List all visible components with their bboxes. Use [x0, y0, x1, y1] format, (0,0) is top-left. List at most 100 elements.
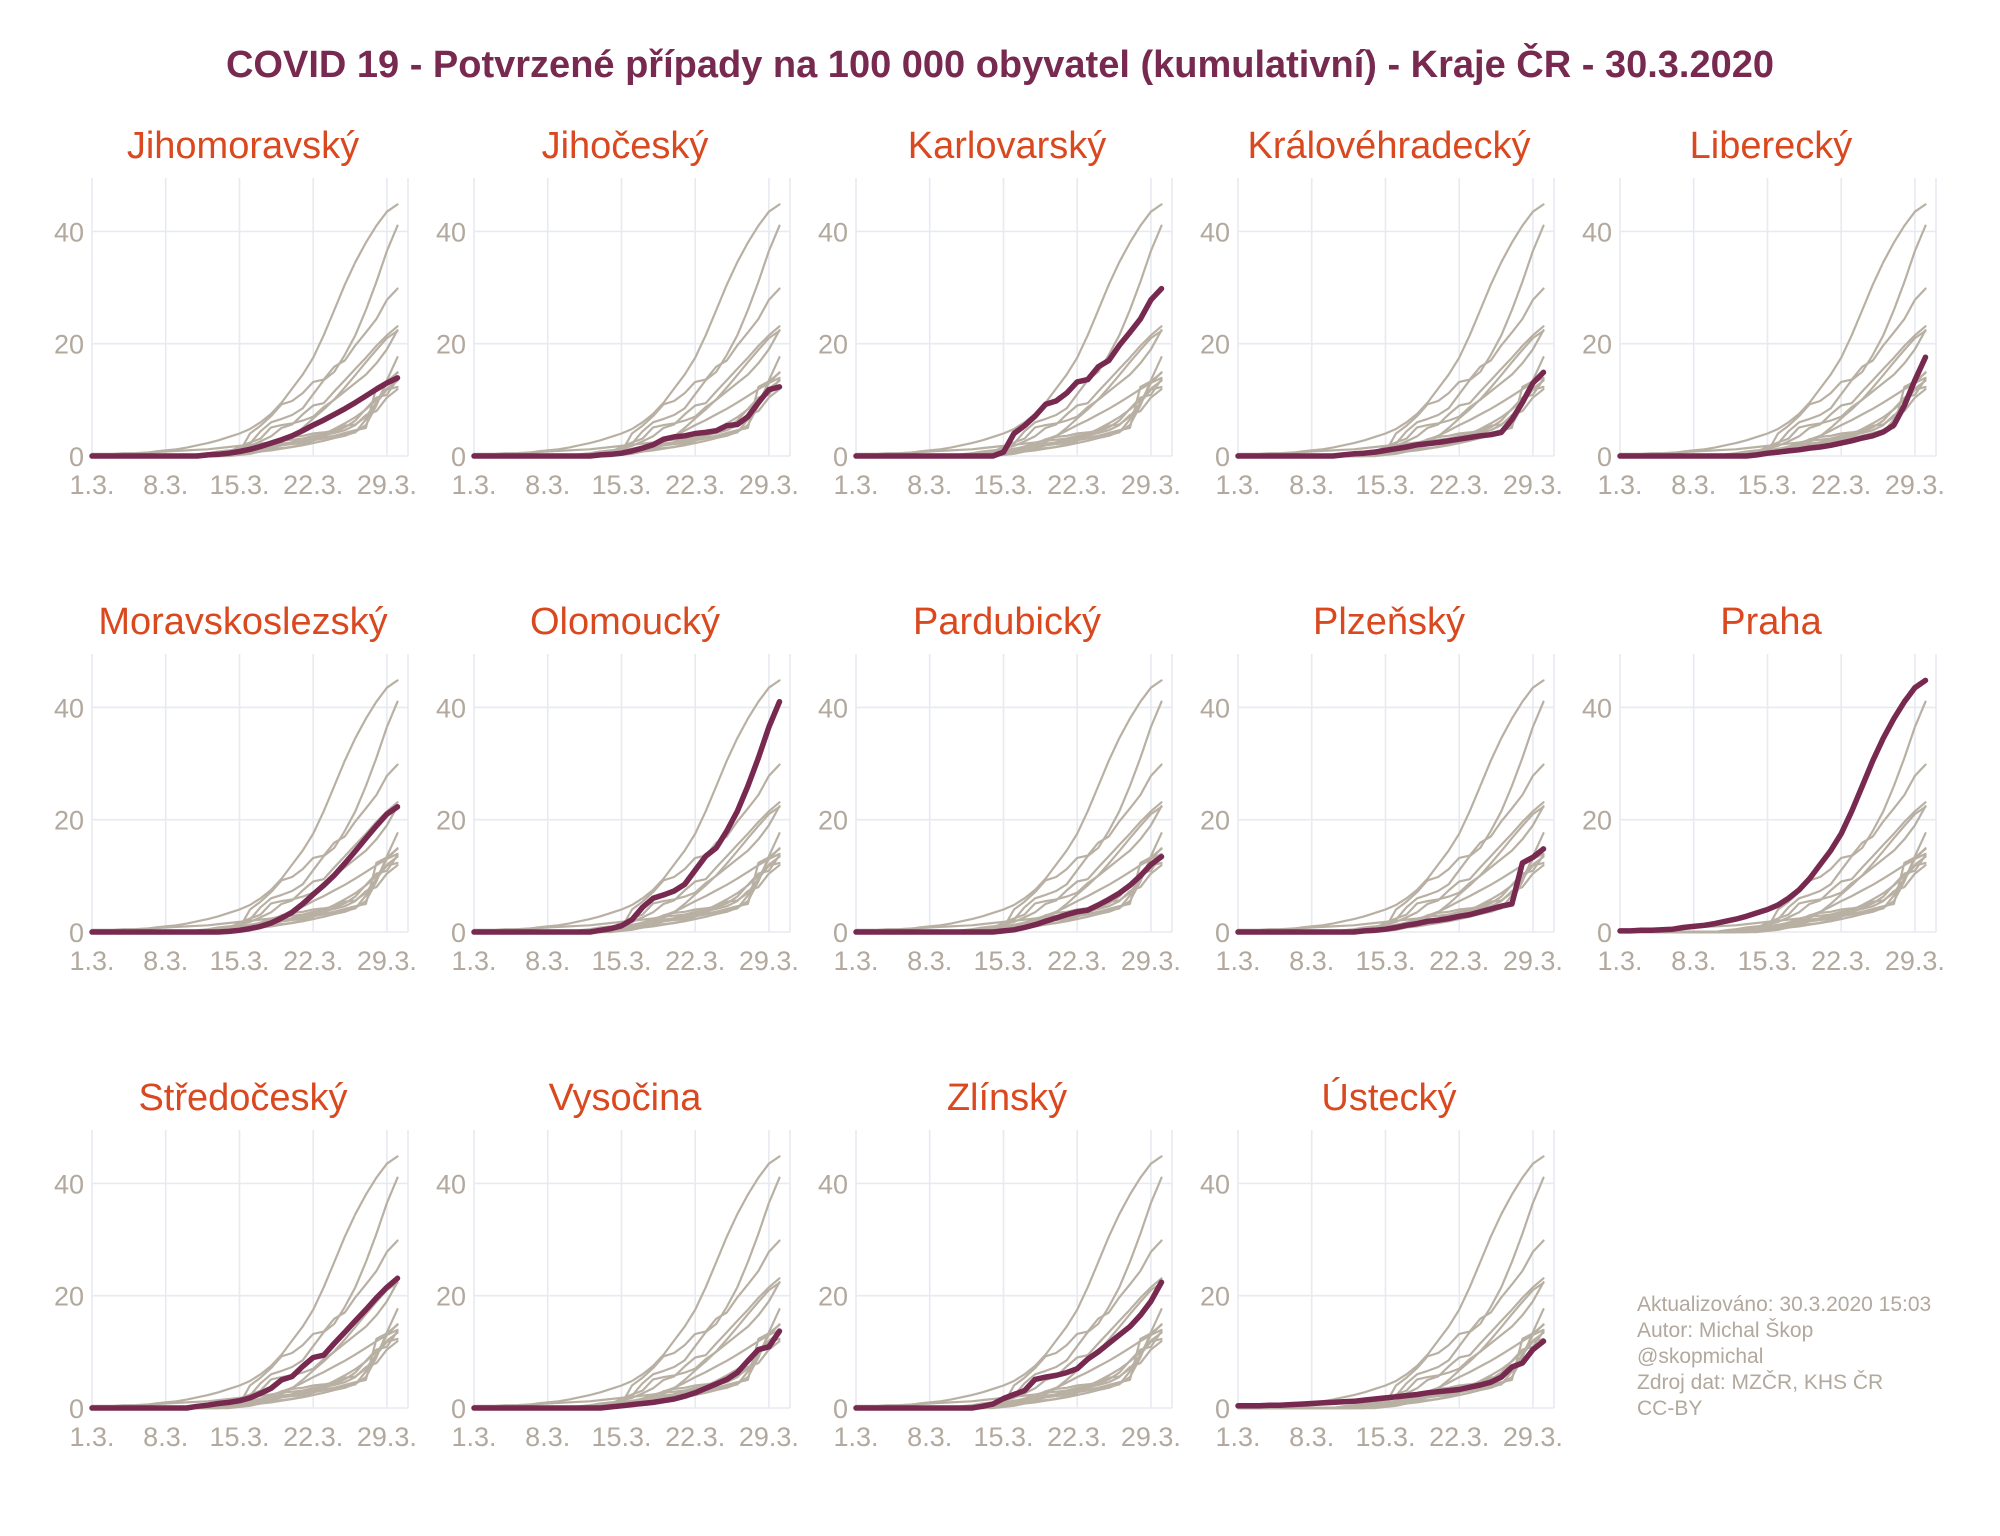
- subplot-title-vysocina: Vysočina: [548, 1077, 702, 1119]
- x-tick-label-1.3.: 1.3.: [451, 946, 496, 976]
- series-line-olomoucky: [90, 224, 399, 458]
- y-tick-label-40: 40: [1582, 693, 1612, 723]
- y-tick-label-40: 40: [1582, 217, 1612, 247]
- x-tick-label-15.3.: 15.3.: [209, 1422, 269, 1452]
- y-tick-label-20: 20: [818, 806, 848, 836]
- footer-author-line: Autor: Michal Škop: [1637, 1319, 1814, 1342]
- subplot-title-karlovarsky: Karlovarský: [907, 125, 1107, 167]
- y-tick-label-0: 0: [1215, 918, 1230, 948]
- y-tick-label-0: 0: [451, 918, 466, 948]
- series-line-ustecky: [90, 388, 399, 455]
- x-tick-label-1.3.: 1.3.: [451, 470, 496, 500]
- x-tick-label-22.3.: 22.3.: [1811, 470, 1871, 500]
- series-line-olomoucky: [854, 1176, 1163, 1410]
- series-line-stredocesky: [1618, 801, 1927, 934]
- y-tick-label-0: 0: [833, 918, 848, 948]
- x-tick-label-22.3.: 22.3.: [283, 946, 343, 976]
- x-tick-label-8.3.: 8.3.: [907, 946, 952, 976]
- series-line-praha: [90, 203, 399, 456]
- subplot-pardubicky: Pardubický 1.3. 8.3. 15.3. 22.3. 29.3. 0 20 40: [816, 584, 1198, 1060]
- x-tick-label-22.3.: 22.3.: [1429, 946, 1489, 976]
- y-tick-label-20: 20: [54, 806, 84, 836]
- subplot-chart-pardubicky: 1.3. 8.3. 15.3. 22.3. 29.3. 0 20 40: [818, 654, 1181, 976]
- footer-handle-line: @skopmichal: [1637, 1345, 1764, 1368]
- subplot-chart-kralovehradecky: 1.3. 8.3. 15.3. 22.3. 29.3. 0 20 40: [1200, 178, 1563, 500]
- page-title: COVID 19 - Potvrzené případy na 100 000 …: [225, 44, 1775, 86]
- subplot-title-pardubicky: Pardubický: [913, 601, 1101, 643]
- y-tick-label-0: 0: [1215, 1394, 1230, 1424]
- x-tick-label-8.3.: 8.3.: [907, 1422, 952, 1452]
- x-tick-label-8.3.: 8.3.: [525, 946, 570, 976]
- subplot-title-liberecky: Liberecký: [1689, 125, 1853, 167]
- series-line-ustecky: [1236, 388, 1545, 455]
- subplot-stredocesky: Středočeský 1.3. 8.3. 15.3. 22.3. 29.3. 0 20 40: [52, 1060, 434, 1536]
- x-tick-label-8.3.: 8.3.: [143, 946, 188, 976]
- x-tick-label-15.3.: 15.3.: [1737, 946, 1797, 976]
- series-line-stredocesky: [854, 801, 1163, 934]
- series-line-praha: [472, 1155, 781, 1408]
- subplot-title-kralovehradecky: Královéhradecký: [1247, 125, 1531, 167]
- series-line-olomoucky: [854, 224, 1163, 458]
- series-line-praha: [854, 203, 1163, 456]
- x-tick-label-1.3.: 1.3.: [1597, 470, 1642, 500]
- subplot-karlovarsky: Karlovarský 1.3. 8.3. 15.3. 22.3. 29.3. 0 20 40: [816, 108, 1198, 584]
- x-tick-label-22.3.: 22.3.: [283, 1422, 343, 1452]
- x-tick-label-8.3.: 8.3.: [525, 1422, 570, 1452]
- x-tick-label-1.3.: 1.3.: [69, 470, 114, 500]
- subplot-title-praha: Praha: [1720, 601, 1822, 643]
- series-line-olomoucky: [1618, 700, 1927, 934]
- subplot-chart-jihocesky: 1.3. 8.3. 15.3. 22.3. 29.3. 0 20 40: [436, 178, 799, 500]
- series-line-praha: [1236, 1155, 1545, 1408]
- series-line-stredocesky: [472, 325, 781, 458]
- x-tick-label-29.3.: 29.3.: [739, 1422, 799, 1452]
- y-tick-label-0: 0: [69, 1394, 84, 1424]
- x-tick-label-15.3.: 15.3.: [1355, 1422, 1415, 1452]
- y-tick-label-0: 0: [1597, 442, 1612, 472]
- series-line-praha: [472, 679, 781, 932]
- x-tick-label-1.3.: 1.3.: [833, 470, 878, 500]
- subplot-chart-vysocina: 1.3. 8.3. 15.3. 22.3. 29.3. 0 20 40: [436, 1130, 799, 1452]
- x-tick-label-29.3.: 29.3.: [739, 470, 799, 500]
- series-line-ustecky: [472, 388, 781, 455]
- series-line-praha: [472, 203, 781, 456]
- subplot-chart-moravskoslezsky: 1.3. 8.3. 15.3. 22.3. 29.3. 0 20 40: [54, 654, 417, 976]
- y-tick-label-20: 20: [1582, 806, 1612, 836]
- x-tick-label-29.3.: 29.3.: [1121, 1422, 1181, 1452]
- charts-grid: Jihomoravský 1.3. 8.3. 15.3. 22.3. 29.3. 0 20 40…: [52, 108, 1962, 1536]
- footer-updated-line: Aktualizováno: 30.3.2020 15:03: [1637, 1293, 1932, 1316]
- subplot-vysocina: Vysočina 1.3. 8.3. 15.3. 22.3. 29.3. 0 20 40: [434, 1060, 816, 1536]
- subplot-title-jihomoravsky: Jihomoravský: [126, 125, 360, 167]
- series-line-stredocesky: [90, 325, 399, 458]
- y-tick-label-0: 0: [69, 918, 84, 948]
- series-line-ustecky: [1236, 864, 1545, 931]
- y-tick-label-0: 0: [1597, 918, 1612, 948]
- y-tick-label-40: 40: [1200, 693, 1230, 723]
- highlight-line-olomoucky: [471, 698, 783, 935]
- series-line-stredocesky: [472, 1277, 781, 1410]
- x-tick-label-29.3.: 29.3.: [357, 470, 417, 500]
- subplot-title-plzensky: Plzeňský: [1312, 601, 1466, 643]
- x-tick-label-1.3.: 1.3.: [1597, 946, 1642, 976]
- x-tick-label-15.3.: 15.3.: [973, 1422, 1033, 1452]
- series-line-praha: [1236, 679, 1545, 932]
- highlight-line-zlinsky: [853, 1279, 1165, 1411]
- series-line-olomoucky: [1236, 224, 1545, 458]
- series-line-olomoucky: [472, 224, 781, 458]
- x-tick-label-8.3.: 8.3.: [525, 470, 570, 500]
- highlight-line-pardubicky: [853, 853, 1165, 935]
- y-tick-label-0: 0: [451, 1394, 466, 1424]
- y-tick-label-20: 20: [436, 330, 466, 360]
- subplot-zlinsky: Zlínský 1.3. 8.3. 15.3. 22.3. 29.3. 0 20 40: [816, 1060, 1198, 1536]
- x-tick-label-22.3.: 22.3.: [665, 470, 725, 500]
- y-tick-label-20: 20: [54, 330, 84, 360]
- x-tick-label-8.3.: 8.3.: [907, 470, 952, 500]
- x-tick-label-8.3.: 8.3.: [1671, 946, 1716, 976]
- y-tick-label-20: 20: [436, 806, 466, 836]
- subplot-praha: Praha 1.3. 8.3. 15.3. 22.3. 29.3. 0 20 40: [1580, 584, 1962, 1060]
- subplot-chart-liberecky: 1.3. 8.3. 15.3. 22.3. 29.3. 0 20 40: [1582, 178, 1945, 500]
- subplot-chart-jihomoravsky: 1.3. 8.3. 15.3. 22.3. 29.3. 0 20 40: [54, 178, 417, 500]
- x-tick-label-22.3.: 22.3.: [1429, 1422, 1489, 1452]
- subplot-chart-ustecky: 1.3. 8.3. 15.3. 22.3. 29.3. 0 20 40: [1200, 1130, 1563, 1452]
- series-line-praha: [1236, 203, 1545, 456]
- x-tick-label-22.3.: 22.3.: [1811, 946, 1871, 976]
